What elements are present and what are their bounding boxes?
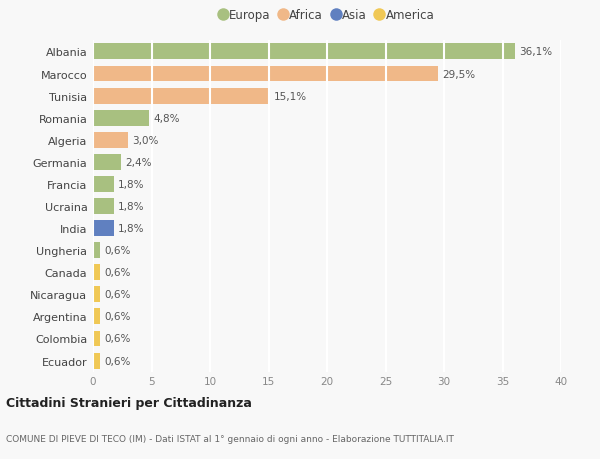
Bar [93,133,128,148]
Bar [93,353,100,369]
Text: 29,5%: 29,5% [442,69,475,79]
Text: 0,6%: 0,6% [104,312,130,322]
Text: Cittadini Stranieri per Cittadinanza: Cittadini Stranieri per Cittadinanza [6,396,252,409]
Text: 0,6%: 0,6% [104,268,130,278]
Text: 0,6%: 0,6% [104,334,130,344]
Bar [93,89,269,104]
Text: 0,6%: 0,6% [104,290,130,300]
Bar [93,309,100,325]
Bar [93,243,100,258]
Text: 1,8%: 1,8% [118,202,145,212]
Bar [93,67,438,82]
Bar [93,221,114,236]
Text: 4,8%: 4,8% [153,113,180,123]
Text: 0,6%: 0,6% [104,356,130,366]
Bar [93,287,100,302]
Text: 2,4%: 2,4% [125,157,152,168]
Text: 1,8%: 1,8% [118,224,145,234]
Text: 0,6%: 0,6% [104,246,130,256]
Bar [93,155,121,170]
Text: COMUNE DI PIEVE DI TECO (IM) - Dati ISTAT al 1° gennaio di ogni anno - Elaborazi: COMUNE DI PIEVE DI TECO (IM) - Dati ISTA… [6,434,454,442]
Bar [93,45,515,60]
Bar [93,265,100,280]
Bar [93,177,114,192]
Bar [93,199,114,214]
Text: 3,0%: 3,0% [132,135,158,146]
Bar [93,331,100,347]
Text: 15,1%: 15,1% [274,91,307,101]
Text: 1,8%: 1,8% [118,179,145,190]
Text: 36,1%: 36,1% [520,47,553,57]
Bar [93,111,149,126]
Legend: Europa, Africa, Asia, America: Europa, Africa, Asia, America [220,9,434,22]
